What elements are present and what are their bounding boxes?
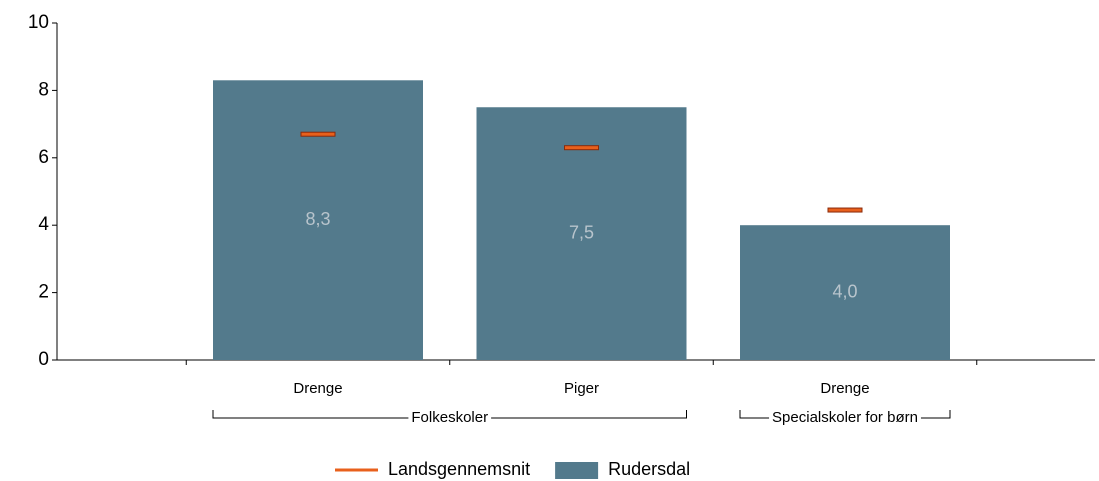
y-tick-label: 0 — [38, 349, 49, 370]
bar — [740, 225, 950, 360]
legend-label: Landsgennemsnit — [388, 459, 530, 479]
value-label: 4,0 — [832, 281, 857, 301]
group-bracket — [739, 410, 951, 419]
average-marker — [827, 207, 863, 213]
x-tick-label: Drenge — [293, 380, 342, 397]
x-tick-label: Piger — [564, 380, 599, 397]
y-tick-label: 10 — [28, 12, 49, 33]
y-tick-label: 4 — [38, 214, 49, 235]
value-label: 8,3 — [305, 209, 330, 229]
group-label: Specialskoler for børn — [772, 409, 918, 426]
average-marker — [564, 145, 599, 151]
x-tick-label: Drenge — [820, 380, 869, 397]
legend-label: Rudersdal — [608, 459, 690, 479]
y-tick-label: 2 — [38, 282, 49, 303]
group-bracket — [212, 410, 687, 419]
bar — [213, 80, 423, 360]
group-label: Folkeskoler — [411, 409, 488, 426]
value-label: 7,5 — [569, 222, 594, 242]
average-marker — [300, 131, 336, 137]
y-tick-label: 8 — [38, 79, 49, 100]
legend-swatch — [555, 462, 599, 479]
y-tick-label: 6 — [38, 147, 49, 168]
